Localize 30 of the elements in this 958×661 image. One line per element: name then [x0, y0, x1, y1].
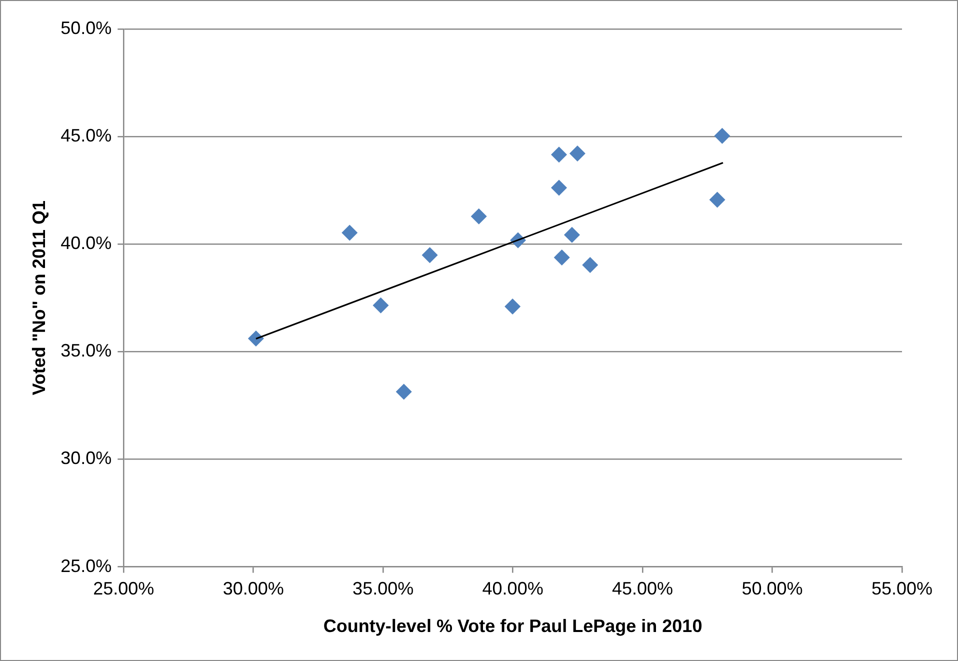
y-tick-label: 45.0% [60, 126, 112, 146]
x-tick-label: 30.00% [222, 578, 284, 599]
y-tick-label: 25.0% [60, 556, 112, 576]
point [504, 298, 521, 315]
point [470, 208, 487, 224]
y-tick-label: 35.0% [60, 340, 112, 361]
x-tick-label: 55.00% [871, 578, 933, 599]
y-tick-label: 50.0% [60, 18, 112, 38]
point [554, 249, 570, 266]
point [422, 247, 438, 264]
x-tick-label: 40.00% [482, 578, 544, 599]
point [396, 384, 412, 400]
point [714, 128, 730, 144]
point [569, 146, 586, 162]
x-tick-label: 25.00% [93, 578, 154, 599]
x-axis-title: County-level % Vote for Paul LePage in 2010 [323, 616, 702, 636]
point [372, 297, 389, 314]
point [551, 180, 567, 196]
x-tick-label: 45.00% [612, 578, 674, 599]
y-tick-label: 40.0% [60, 233, 112, 254]
y-axis-title: Voted "No" on 2011 Q1 [28, 200, 49, 396]
point [564, 226, 580, 243]
point [248, 330, 264, 347]
point [551, 146, 567, 163]
point [582, 256, 598, 273]
y-tick-label: 30.0% [60, 448, 112, 468]
x-tick-label: 50.00% [742, 578, 803, 599]
point [342, 224, 358, 241]
point [709, 192, 726, 208]
x-tick-label: 35.00% [352, 578, 414, 599]
